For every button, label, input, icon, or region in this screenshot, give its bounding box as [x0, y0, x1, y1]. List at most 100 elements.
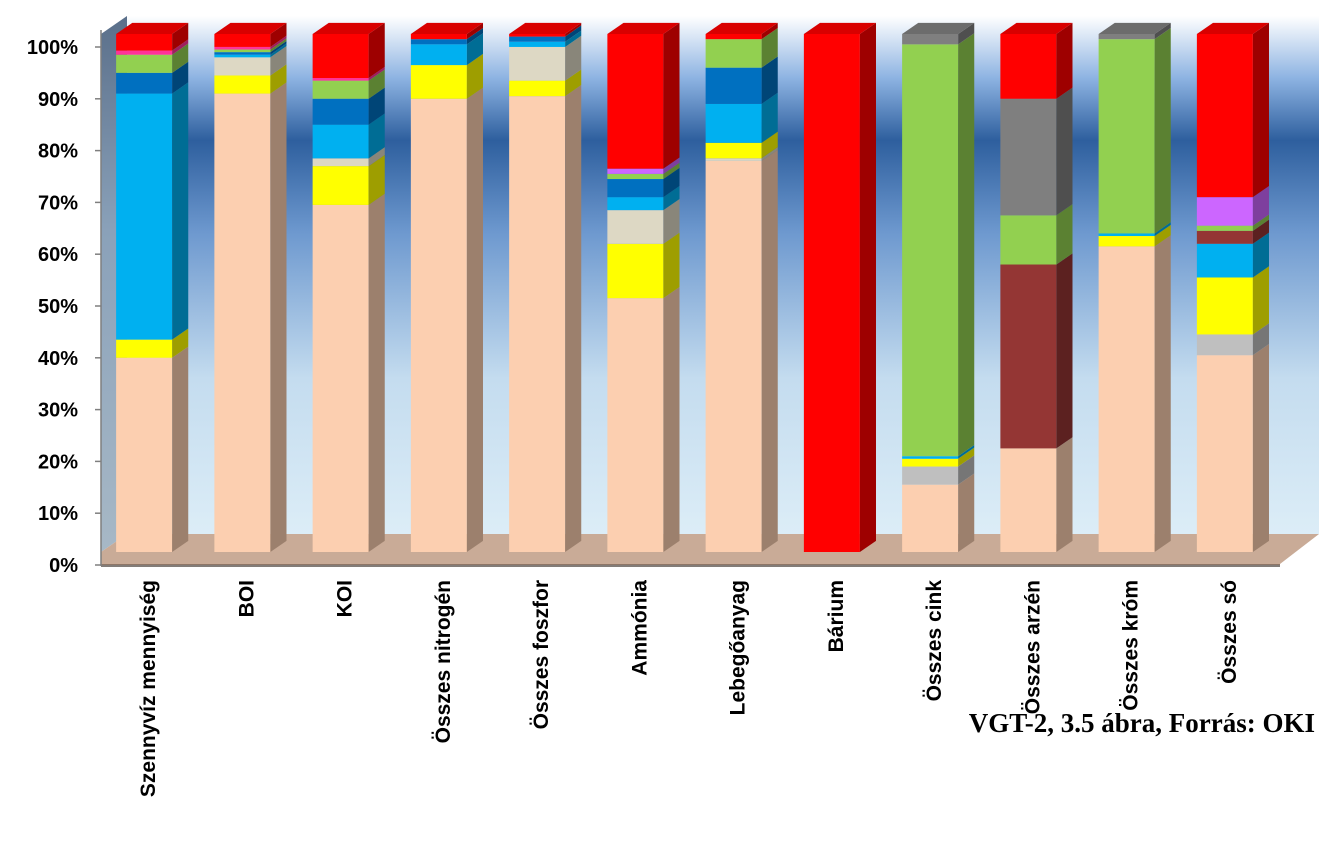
- bar-segment-side: [172, 346, 189, 552]
- bar-segment: [116, 54, 173, 73]
- bar-segment-side: [466, 53, 483, 99]
- bar-segment: [214, 93, 271, 552]
- bar-segment: [214, 49, 271, 53]
- bar-segment: [509, 36, 566, 42]
- bar-segment: [607, 179, 664, 198]
- y-tick-label: 100%: [27, 37, 78, 59]
- x-category-label: Összes foszfor: [530, 580, 553, 729]
- bar-segment: [1196, 334, 1253, 356]
- bar-top-face: [902, 22, 975, 34]
- bar-segment: [116, 72, 173, 94]
- bar-segment: [312, 166, 369, 205]
- bar-segment: [1196, 34, 1253, 198]
- bar-segment-side: [368, 69, 385, 99]
- bar-segment-side: [1056, 87, 1073, 216]
- bar-segment: [410, 65, 467, 99]
- y-tick-label: 90%: [38, 89, 78, 111]
- bar-segment-side: [565, 25, 582, 42]
- bar-segment: [607, 210, 664, 244]
- bar-group: [902, 22, 975, 552]
- bar-segment: [410, 98, 467, 552]
- bar-segment: [1000, 215, 1057, 265]
- bar-segment: [312, 34, 369, 79]
- bar-segment-side: [761, 147, 778, 161]
- bar-top-face: [509, 22, 582, 34]
- bar-segment: [1000, 34, 1057, 99]
- bar-segment-side: [761, 22, 778, 40]
- bar-segment: [509, 96, 566, 552]
- y-tick-label: 0%: [49, 555, 78, 577]
- bar-segment-side: [958, 22, 975, 45]
- bar-segment: [1098, 39, 1155, 234]
- bar-segment: [214, 46, 271, 50]
- bar-segment: [902, 34, 959, 45]
- bar-segment-side: [958, 445, 975, 459]
- bar-segment-side: [466, 33, 483, 66]
- bar-segment-side: [172, 43, 189, 73]
- bar-segment: [1098, 34, 1155, 40]
- bar-segment-side: [466, 28, 483, 45]
- bar-segment-side: [565, 35, 582, 81]
- x-category-label: Bárium: [825, 580, 848, 652]
- x-category-label: Összes só: [1218, 580, 1241, 684]
- bar-segment: [803, 34, 860, 552]
- y-tick-label: 60%: [38, 244, 78, 266]
- bar-segment: [214, 34, 271, 47]
- bar-segment-side: [565, 69, 582, 97]
- bar-segment-side: [761, 131, 778, 159]
- bar-segment: [1000, 448, 1057, 552]
- y-tick-label: 40%: [38, 348, 78, 370]
- bar-segment: [116, 93, 173, 340]
- bar-segment: [214, 75, 271, 94]
- bar-segment: [116, 34, 173, 51]
- bar-segment-side: [663, 232, 680, 299]
- bar-segment: [705, 39, 762, 68]
- bar-segment: [705, 67, 762, 104]
- bar-segment-side: [270, 38, 287, 53]
- bar-segment: [312, 124, 369, 159]
- bar-segment-side: [663, 198, 680, 244]
- bar-segment: [1098, 233, 1155, 237]
- bar-segment: [705, 160, 762, 552]
- bar-segment: [1098, 246, 1155, 552]
- bar-group: [312, 22, 385, 552]
- bar-top-face: [214, 22, 287, 34]
- bar-segment: [1098, 236, 1155, 247]
- bar-segment-side: [859, 22, 876, 552]
- y-tick-label: 20%: [38, 451, 78, 473]
- bar-segment: [1196, 230, 1253, 244]
- y-tick-label: 30%: [38, 400, 78, 422]
- bar-segment: [509, 41, 566, 47]
- bar-segment-side: [761, 28, 778, 68]
- bar-segment-side: [958, 455, 975, 485]
- bar-segment-side: [565, 30, 582, 47]
- bar-segment-side: [761, 92, 778, 143]
- bar-segment: [509, 34, 566, 37]
- bar-segment-side: [270, 40, 287, 55]
- bar-segment-side: [466, 22, 483, 40]
- bar-segment: [116, 339, 173, 358]
- bar-segment-side: [270, 64, 287, 94]
- x-category-label: Összes nitrogén: [432, 580, 455, 743]
- bar-segment: [312, 158, 369, 167]
- bar-segment: [509, 46, 566, 81]
- bar-segment-side: [368, 113, 385, 159]
- bar-segment: [1196, 197, 1253, 226]
- bar-segment: [312, 80, 369, 99]
- bar-segment: [1196, 243, 1253, 278]
- bar-segment: [607, 173, 664, 180]
- bar-segment: [116, 357, 173, 552]
- bar-segment: [410, 34, 467, 40]
- bar-segment-side: [1056, 253, 1073, 449]
- bar-group: [1000, 22, 1073, 552]
- bar-group: [607, 22, 680, 552]
- x-category-label: KOI: [334, 580, 357, 617]
- bar-top-face: [1196, 22, 1269, 34]
- y-tick-label: 50%: [38, 296, 78, 318]
- x-category-label: Szennyvíz mennyiség: [137, 580, 160, 797]
- source-note: VGT-2, 3.5 ábra, Forrás: OKI: [968, 708, 1315, 738]
- bar-segment: [214, 54, 271, 58]
- x-category-label: Lebegőanyag: [727, 580, 750, 715]
